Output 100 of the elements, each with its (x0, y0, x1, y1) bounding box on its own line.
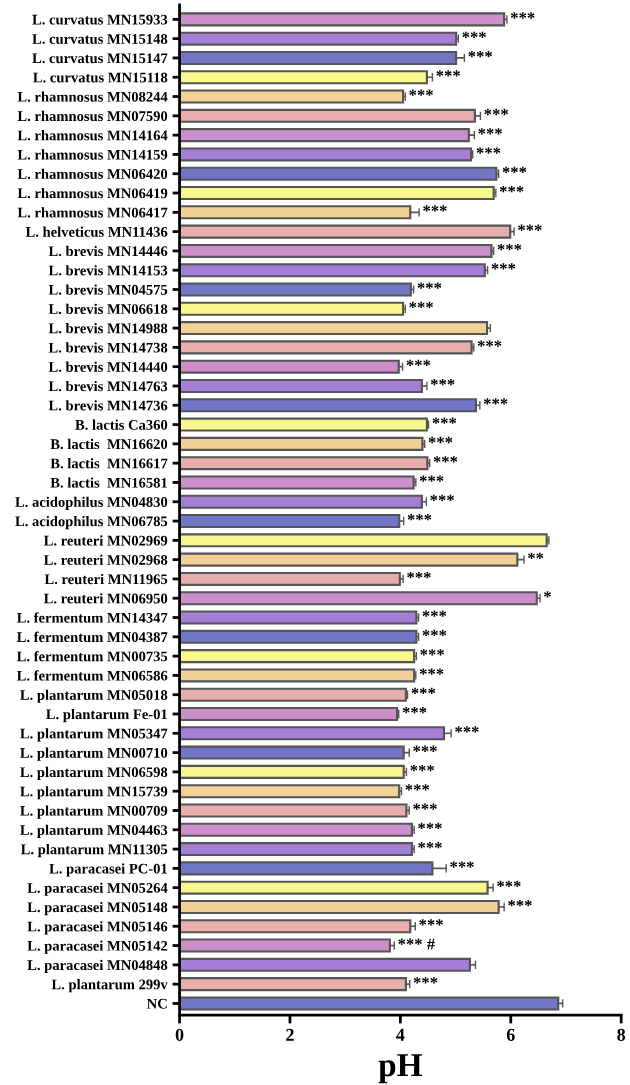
data-label: *** (450, 861, 474, 868)
data-label: *** (499, 186, 524, 193)
y-tick-label: L. brevis MN04575 (48, 284, 168, 295)
data-label: *** (420, 649, 444, 656)
data-label: *** (430, 494, 454, 502)
y-tick-label: L. rhamnosus MN14164 (17, 130, 168, 141)
x-tick-label: 6 (506, 1028, 515, 1041)
data-label: *** (417, 282, 442, 289)
bar (179, 263, 486, 278)
bar (179, 938, 391, 953)
data-label: *** (433, 456, 458, 463)
bar (179, 571, 401, 586)
data-label: *** (423, 205, 447, 212)
y-tick-label: L. curvatus MN15118 (33, 72, 168, 83)
y-tick-label: L. plantarum MN11305 (20, 844, 168, 858)
y-tick-label: L. brevis MN06618 (48, 303, 168, 315)
bar (179, 224, 512, 239)
bar (179, 649, 416, 664)
bar (179, 417, 428, 432)
y-tick-label: L. rhamnosus MN06420 (17, 168, 168, 179)
bar (179, 12, 506, 27)
y-tick-label: L. brevis MN14736 (48, 400, 168, 411)
data-label: *** (502, 166, 527, 174)
y-tick-label: L. rhamnosus MN07590 (17, 110, 168, 122)
bar (179, 243, 493, 258)
data-label: *** (410, 764, 435, 772)
data-label: *** (468, 50, 493, 58)
bar (179, 957, 471, 972)
bar (179, 514, 401, 529)
data-label: *** (409, 301, 433, 309)
y-tick-label: L. brevis MN14153 (48, 265, 168, 276)
y-tick-label: L. rhamnosus MN06417 (17, 207, 168, 218)
bar (179, 282, 412, 297)
bar (179, 166, 498, 181)
bar (179, 899, 500, 914)
data-label: *** (407, 571, 431, 579)
bar (179, 359, 400, 374)
bar (179, 784, 401, 799)
y-tick-label: L. curvatus MN15148 (32, 34, 168, 44)
y-tick-label: L. paracasei MN05142 (27, 940, 168, 954)
y-tick-label: L. paracasei MN05148 (27, 901, 168, 916)
bar (179, 70, 428, 85)
data-label: *** (413, 803, 437, 810)
x-tick-label: 8 (617, 1028, 626, 1041)
bar (179, 687, 407, 702)
bar (179, 706, 399, 722)
y-tick-label: L. plantarum Fe-01 (46, 708, 167, 723)
y-tick-label: L. paracasei MN05146 (27, 921, 168, 935)
bar (179, 842, 413, 857)
y-tick-label: L. plantarum MN05018 (20, 689, 168, 703)
data-label: *** (432, 417, 457, 424)
bar (179, 996, 560, 1011)
data-label: *** # (398, 938, 435, 950)
y-tick-label: B. lactis MN16581 (50, 477, 167, 488)
y-tick-label: L. paracasei MN05264 (27, 882, 168, 896)
y-tick-label: L. reuteri MN02969 (43, 535, 168, 546)
bar (179, 108, 476, 123)
data-label: *** (477, 340, 502, 347)
bar (179, 301, 405, 316)
y-tick-label: B. lactis Ca360 (75, 419, 168, 430)
bar (179, 591, 538, 606)
y-tick-label: L. plantarum MN04463 (20, 824, 168, 838)
y-tick-label: L. acidophilus MN06785 (15, 515, 168, 530)
y-tick-label: L. brevis MN14763 (48, 380, 168, 392)
data-label: *** (422, 629, 447, 637)
data-label: *** (497, 243, 522, 251)
y-tick-label: B. lactis MN16620 (50, 438, 168, 450)
y-tick-label: L. curvatus MN15147 (32, 53, 168, 64)
data-label: *** (428, 436, 453, 444)
data-label: * (544, 591, 551, 598)
data-label: *** (491, 263, 516, 270)
data-label: *** (462, 31, 486, 38)
bar (179, 919, 412, 934)
x-tick-label: 4 (396, 1028, 405, 1041)
y-tick-label: NC (146, 998, 167, 1009)
data-label: *** (418, 842, 442, 849)
bar (179, 552, 519, 567)
y-tick-label: L. plantarum MN00709 (20, 805, 168, 819)
bar (179, 31, 458, 46)
bar (179, 494, 423, 509)
y-tick-label: L. brevis MN14446 (48, 245, 168, 257)
bar (179, 533, 548, 548)
bar (179, 745, 405, 760)
bar (179, 880, 489, 895)
y-tick-label: L. reuteri MN02968 (43, 554, 168, 565)
bar (179, 89, 405, 104)
bar (179, 128, 470, 143)
y-tick-label: L. acidophilus MN04830 (15, 496, 168, 510)
bar (179, 321, 489, 336)
data-label: *** (518, 224, 542, 231)
y-tick-label: B. lactis MN16617 (50, 458, 168, 469)
y-tick-label: L. plantarum MN06598 (20, 766, 168, 781)
x-tick-label: 0 (175, 1028, 184, 1041)
bar (179, 185, 495, 201)
y-tick-label: L. paracasei MN04848 (27, 959, 168, 974)
bar (179, 803, 408, 818)
data-label: *** (407, 514, 432, 521)
data-label: *** (484, 108, 509, 116)
data-label: *** (413, 977, 438, 984)
x-tick-label: 2 (286, 1028, 294, 1041)
